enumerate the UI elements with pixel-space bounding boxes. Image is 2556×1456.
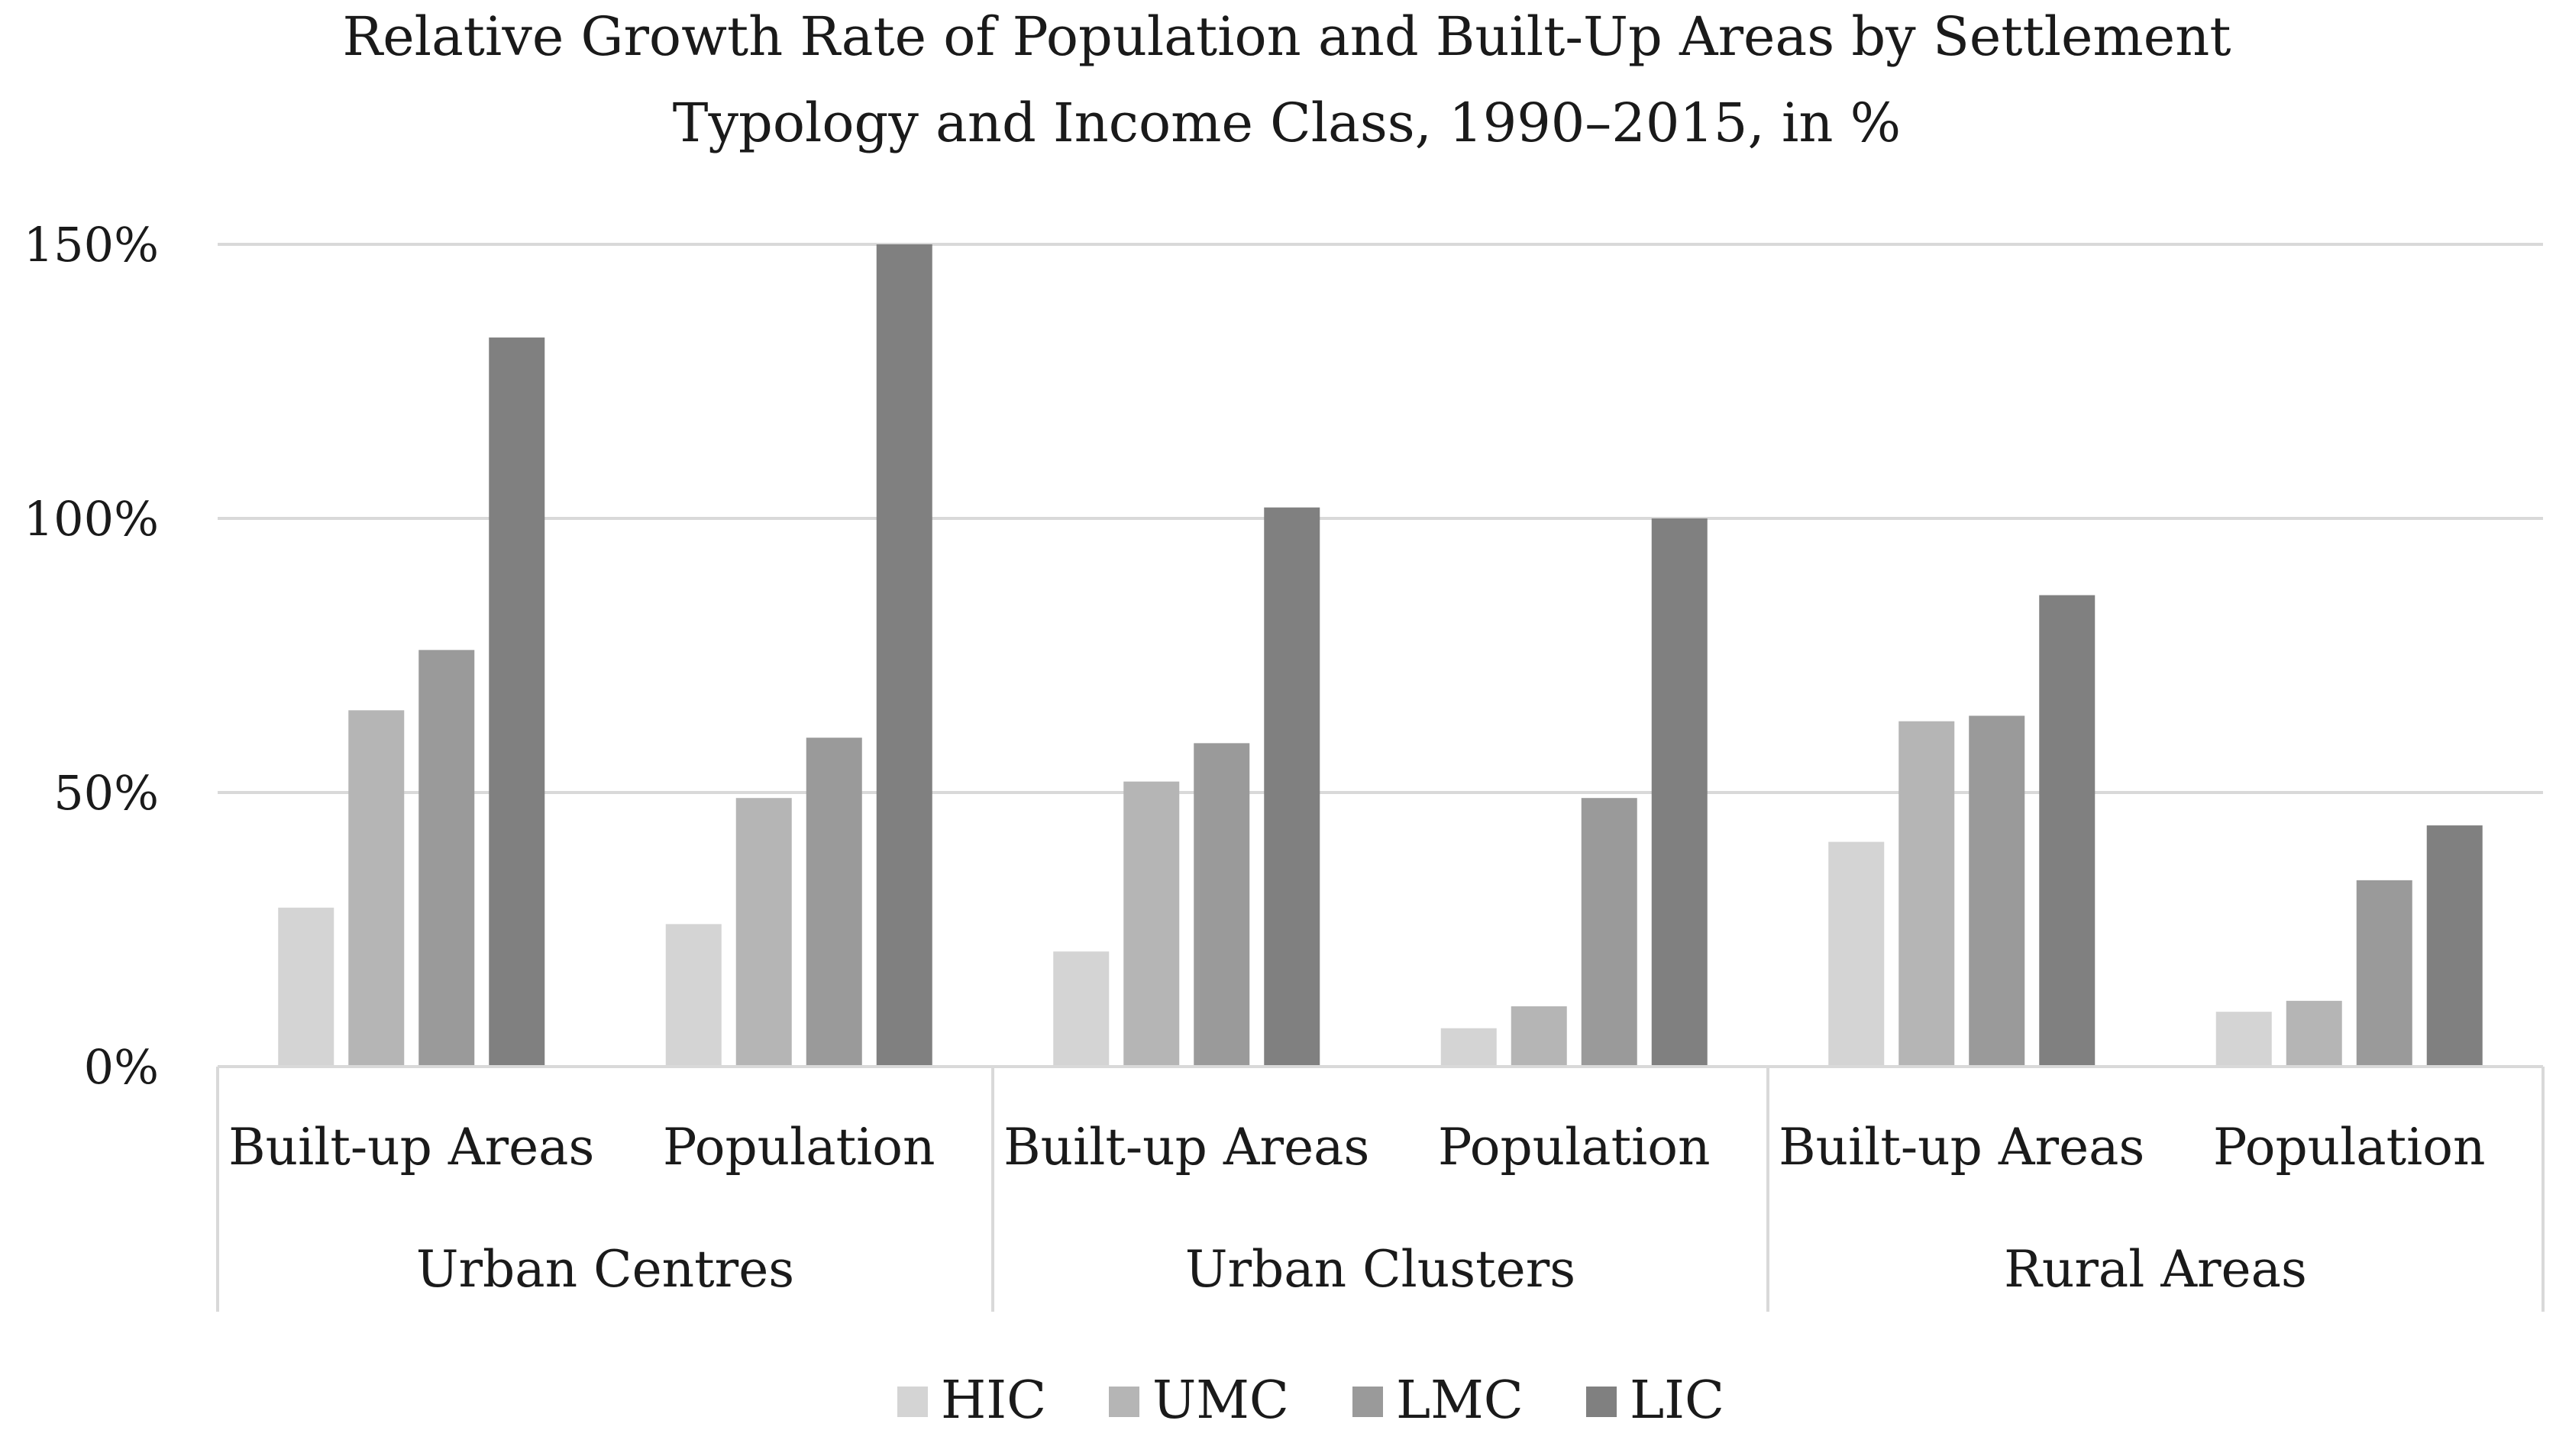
chart-title: Relative Growth Rate of Population and B… [343,5,2231,154]
bar-hic [1440,1028,1497,1067]
bar-lic [2426,825,2483,1067]
x-axis [216,1065,2545,1312]
legend-swatch-umc [1109,1387,1139,1417]
legend-label-hic: HIC [941,1370,1046,1431]
bar-lmc [1581,798,1637,1067]
bar-hic [665,924,722,1067]
bar-umc [1123,781,1180,1067]
category-label: Population [1438,1118,1711,1177]
category-label: Built-up Areas [1779,1118,2144,1177]
legend-swatch-lic [1586,1387,1617,1417]
bar-lmc [806,738,862,1067]
bars [278,244,2483,1067]
bar-umc [735,798,792,1067]
bar-lmc [418,650,475,1067]
bar-umc [348,710,405,1067]
category-label: Population [663,1118,935,1177]
y-tick-label: 50% [53,765,159,821]
y-tick-label: 100% [24,491,159,547]
group-label: Urban Clusters [1185,1240,1575,1299]
chart-title-line-1: Relative Growth Rate of Population and B… [343,5,2231,68]
legend-label-umc: UMC [1152,1370,1289,1431]
y-axis-tick-labels: 0% 50% 100% 150% [24,217,159,1095]
bar-lic [1651,518,1708,1067]
bar-hic [1828,841,1885,1067]
legend-label-lmc: LMC [1396,1370,1524,1431]
bar-umc [1511,1006,1567,1067]
bar-lic [2039,595,2096,1067]
category-label: Built-up Areas [228,1118,594,1177]
group-label: Rural Areas [2004,1240,2307,1299]
group-label: Urban Centres [416,1240,794,1299]
x-axis-category-labels: Built-up Areas Population Built-up Areas Po… [228,1118,2485,1299]
bar-hic [1053,951,1110,1067]
bar-umc [1898,721,1955,1067]
legend-swatch-hic [897,1387,928,1417]
bar-lmc [1969,715,2025,1067]
bar-lic [876,244,932,1067]
chart-title-line-2: Typology and Income Class, 1990–2015, in… [673,92,1901,154]
bar-lmc [1194,743,1250,1067]
y-tick-label: 0% [84,1039,159,1095]
bar-lic [489,337,545,1067]
legend: HIC UMC LMC LIC [897,1370,1724,1431]
legend-swatch-lmc [1352,1387,1383,1417]
bar-lmc [2356,880,2412,1067]
bar-umc [2286,1000,2342,1067]
gridlines [218,243,2543,794]
category-label: Population [2213,1118,2486,1177]
bar-hic [278,907,334,1067]
legend-label-lic: LIC [1630,1370,1724,1431]
bar-lic [1264,507,1320,1067]
y-tick-label: 150% [24,217,159,273]
bar-hic [2215,1012,2272,1067]
category-label: Built-up Areas [1003,1118,1369,1177]
